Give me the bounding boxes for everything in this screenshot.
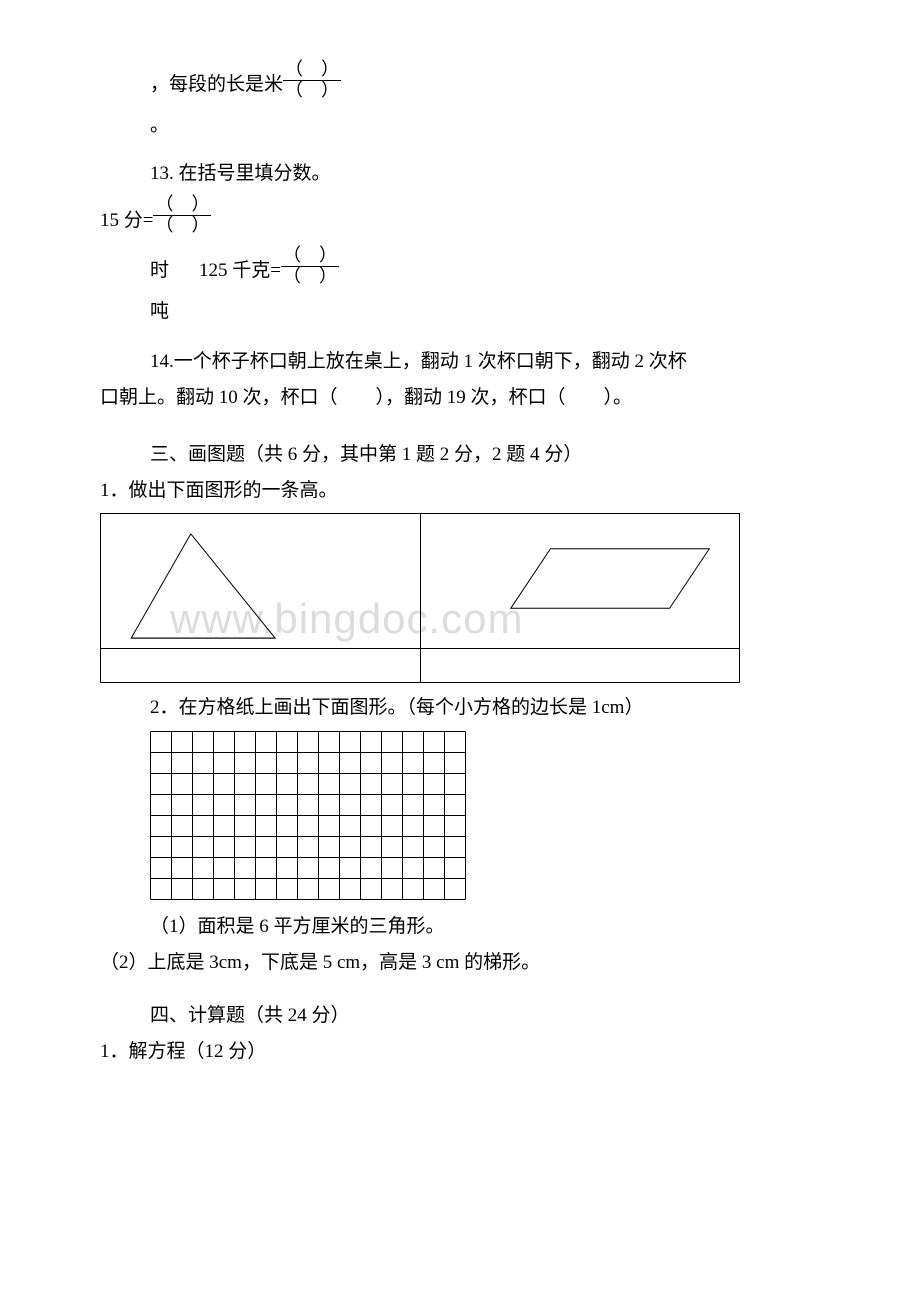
s3-q2: 2．在方格纸上画出下面图形。（每个小方格的边长是 1cm） [100,693,860,723]
q12-frac-den: （ ） [283,81,341,101]
figure-cell-parallelogram [421,514,740,682]
q13-row2-prefix1: 时 [150,256,169,286]
grid-svg [150,731,466,900]
s3-heading: 三、画图题（共 6 分，其中第 1 题 2 分，2 题 4 分） [100,440,860,470]
s3-q2-1: （1）面积是 6 平方厘米的三角形。 [100,912,860,942]
figure-cell-triangle [101,514,421,682]
q12-fraction: （ ） （ ） [283,60,341,101]
q13-row1-prefix: 15 分= [100,206,153,236]
q13-row1: 15 分= （ ） （ ） [100,195,860,236]
q13-row2-fraction: （ ） （ ） [281,246,339,287]
q14-line2: 口朝上。翻动 10 次，杯口（ ），翻动 19 次，杯口（ ）。 [100,383,860,413]
q13-row2-den: （ ） [281,267,339,287]
section-4: 四、计算题（共 24 分） 1．解方程（12 分） [100,1001,860,1068]
triangle-svg [101,514,420,648]
s3-q2-2: （2）上底是 3cm，下底是 5 cm，高是 3 cm 的梯形。 [100,948,860,978]
parallelogram-shape [510,548,709,608]
q12-frac-num: （ ） [283,60,341,81]
grid-paper [150,731,860,900]
q13-row1-den: （ ） [153,216,211,236]
q13-row1-fraction: （ ） （ ） [153,195,211,236]
figure-inner-2 [421,514,740,649]
q12-prefix: ，每段的长是米 [150,70,283,100]
s4-heading: 四、计算题（共 24 分） [100,1001,860,1031]
triangle-shape [131,533,275,637]
section-3: 三、画图题（共 6 分，其中第 1 题 2 分，2 题 4 分） 1．做出下面图… [100,440,860,979]
q13-row2-num: （ ） [281,246,339,267]
q13-row3: 吨 [100,297,860,327]
q13-row2-prefix2: 125 千克= [199,256,281,286]
q13-row2: 时 125 千克= （ ） （ ） [100,246,860,287]
q14-line1: 14.一个杯子杯口朝上放在桌上，翻动 1 次杯口朝下，翻动 2 次杯 [100,347,860,377]
q13-row1-num: （ ） [153,195,211,216]
figure-inner-1 [101,514,420,649]
figure-box [100,513,740,683]
s3-q1: 1．做出下面图形的一条高。 [100,476,860,506]
q12-period: 。 [100,111,860,141]
q12-line: ，每段的长是米 （ ） （ ） [100,60,860,101]
q13-title: 13. 在括号里填分数。 [100,159,860,189]
q14-block: 14.一个杯子杯口朝上放在桌上，翻动 1 次杯口朝下，翻动 2 次杯 口朝上。翻… [100,347,860,414]
parallelogram-svg [421,514,740,648]
s4-q1: 1．解方程（12 分） [100,1037,860,1067]
